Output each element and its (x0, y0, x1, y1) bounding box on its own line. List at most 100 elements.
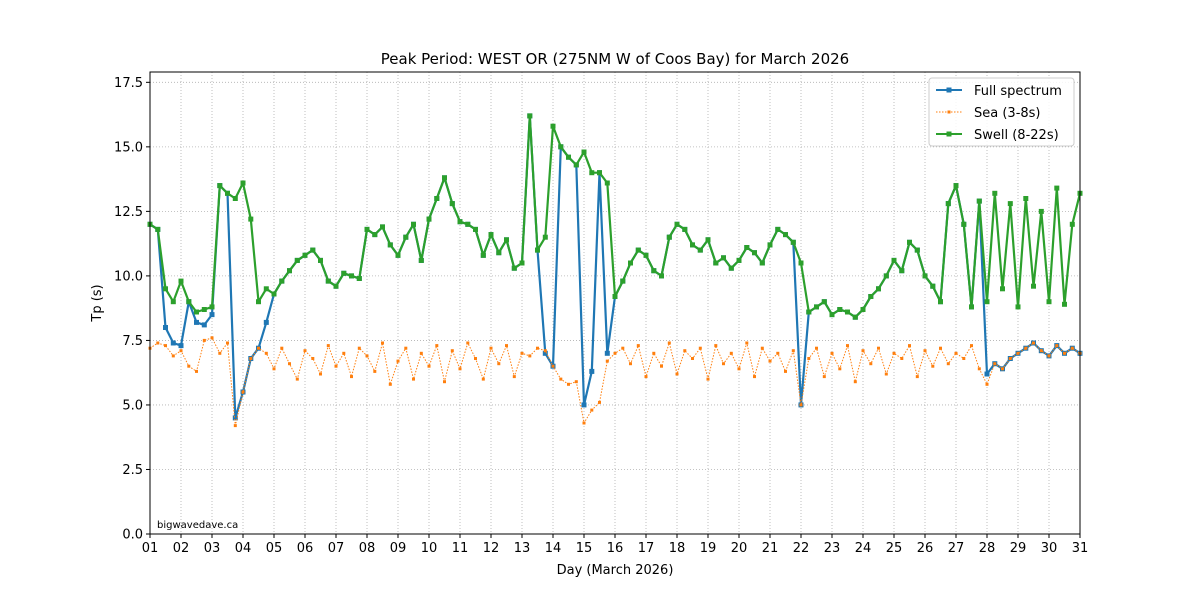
x-tick-label: 20 (731, 541, 748, 556)
x-tick-label: 21 (762, 541, 779, 556)
x-tick-label: 30 (1041, 541, 1058, 556)
data-point (249, 357, 253, 360)
data-point (356, 276, 362, 281)
credit-text: bigwavedave.ca (157, 520, 238, 531)
data-point (776, 351, 780, 355)
x-tick-label: 04 (235, 541, 252, 556)
data-point (334, 364, 338, 368)
x-tick-label: 16 (607, 541, 624, 556)
data-point (319, 372, 322, 376)
data-point (900, 357, 904, 360)
data-point (325, 278, 331, 284)
x-tick-label: 25 (886, 541, 903, 556)
data-point (914, 247, 920, 253)
x-axis: 01 02 03 04 05 06 07 08 09 10 11 12 13 14 15 16 17 18 19 20… (142, 534, 1089, 556)
data-point (232, 415, 238, 421)
x-tick-label: 03 (204, 541, 221, 556)
series-swell-8-22s (147, 113, 1083, 320)
data-point (620, 278, 626, 284)
data-point (559, 377, 563, 381)
y-axis-label: Tp (s) (90, 284, 105, 322)
data-point (976, 198, 982, 204)
data-point (697, 247, 703, 253)
data-point (550, 123, 556, 129)
data-point (969, 304, 974, 310)
data-point (598, 400, 601, 404)
data-point (194, 309, 199, 315)
data-point (280, 346, 284, 350)
data-point (519, 260, 525, 266)
x-tick-label: 09 (390, 541, 407, 556)
data-point (1016, 351, 1020, 355)
data-point (604, 180, 610, 186)
data-point (295, 377, 299, 381)
data-point (636, 344, 640, 348)
grid (149, 72, 1081, 535)
data-point (815, 346, 818, 350)
x-tick-label: 01 (142, 541, 159, 556)
y-tick-label: 17.5 (114, 76, 143, 91)
data-point (659, 273, 664, 279)
data-point (852, 314, 858, 320)
data-point (480, 252, 486, 258)
data-point (481, 377, 485, 381)
data-point (954, 351, 958, 355)
legend-marker-full-spectrum (946, 87, 952, 93)
y-tick-label: 2.5 (122, 463, 143, 478)
data-point (1069, 221, 1075, 227)
data-point (171, 354, 175, 358)
data-point (589, 170, 595, 176)
data-point (303, 349, 307, 353)
data-point (574, 380, 578, 384)
legend-label-swell: Swell (8-22s) (974, 128, 1059, 143)
data-point (985, 382, 989, 386)
data-point (613, 351, 617, 355)
data-point (660, 364, 663, 368)
x-tick-label: 18 (669, 541, 686, 556)
legend-label-sea: Sea (3-8s) (974, 106, 1041, 121)
data-point (737, 367, 741, 371)
data-point (667, 341, 671, 345)
data-point (496, 250, 502, 256)
data-point (404, 346, 408, 350)
data-point (170, 340, 176, 346)
data-point (892, 351, 896, 355)
data-point (232, 196, 238, 201)
data-point (434, 196, 440, 201)
legend-marker-sea (947, 110, 951, 114)
data-point (350, 375, 353, 379)
x-tick-label: 22 (793, 541, 810, 556)
x-tick-label: 11 (452, 541, 469, 556)
data-point (318, 257, 323, 263)
data-point (411, 221, 416, 227)
data-point (930, 283, 936, 289)
data-point (628, 260, 633, 266)
data-point (217, 183, 223, 189)
data-point (767, 242, 773, 248)
data-point (1031, 283, 1036, 289)
series-layer (147, 113, 1083, 428)
data-point (233, 424, 237, 428)
data-point (939, 346, 942, 350)
data-point (752, 250, 757, 256)
data-point (876, 286, 881, 292)
data-point (426, 216, 432, 222)
x-tick-label: 31 (1072, 541, 1089, 556)
data-point (629, 362, 632, 366)
data-point (877, 346, 880, 350)
data-point (458, 367, 462, 371)
data-point (728, 265, 734, 271)
y-axis: 0.0 2.5 5.0 7.5 10.0 12.5 15.0 17.5 (114, 76, 150, 543)
data-point (931, 364, 935, 368)
data-point (945, 201, 951, 207)
data-point (497, 362, 501, 366)
data-point (466, 341, 470, 345)
data-point (195, 369, 198, 373)
data-point (302, 252, 308, 258)
data-point (690, 242, 695, 248)
legend-marker-swell (946, 131, 952, 137)
data-point (543, 349, 547, 353)
data-point (395, 252, 401, 258)
data-point (923, 349, 927, 353)
x-tick-label: 02 (173, 541, 190, 556)
